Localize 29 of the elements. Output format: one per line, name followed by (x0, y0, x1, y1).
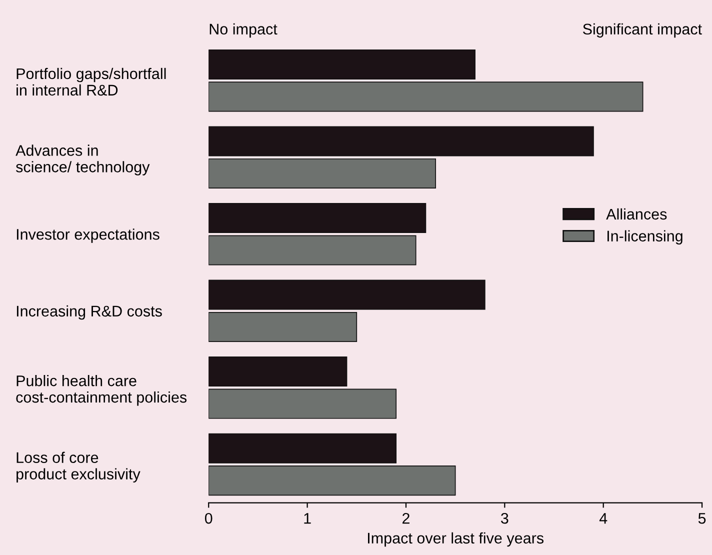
x-tick-label: 1 (304, 513, 311, 524)
bar (208, 49, 476, 80)
text: Significant impact (583, 23, 702, 38)
legend-label: In-licensing (607, 230, 682, 244)
bar (208, 202, 426, 233)
y-tick-label: Portfolio gaps/shortfall in internal R&D (16, 68, 166, 96)
bar (208, 433, 397, 464)
x-tick-label: 3 (501, 512, 508, 524)
bar (208, 466, 456, 496)
y-tick-label: Increasing R&D costs (16, 305, 162, 320)
text: No impact (210, 23, 278, 38)
bar (208, 158, 436, 188)
x-tick-label: 4 (599, 513, 608, 524)
y-tick-label: Advances in science/ technology (16, 144, 150, 176)
bar (208, 235, 416, 266)
bar (208, 126, 594, 156)
y-tick-label: Investor expectations (16, 228, 160, 243)
bar (208, 388, 397, 419)
x-tick-label: 5 (698, 513, 706, 524)
bar (208, 356, 348, 387)
x-tick-label: 2 (402, 512, 410, 524)
bar (208, 82, 644, 112)
bar (208, 280, 486, 310)
x-axis-title: Impact over last five years (368, 532, 544, 547)
y-tick-label: Loss of core product exclusivity (16, 452, 140, 482)
legend-label: Alliances (606, 208, 667, 220)
bar (208, 312, 358, 342)
x-tick-label: 0 (204, 512, 212, 524)
y-tick-label: Public health care cost-containment policies (16, 375, 187, 406)
